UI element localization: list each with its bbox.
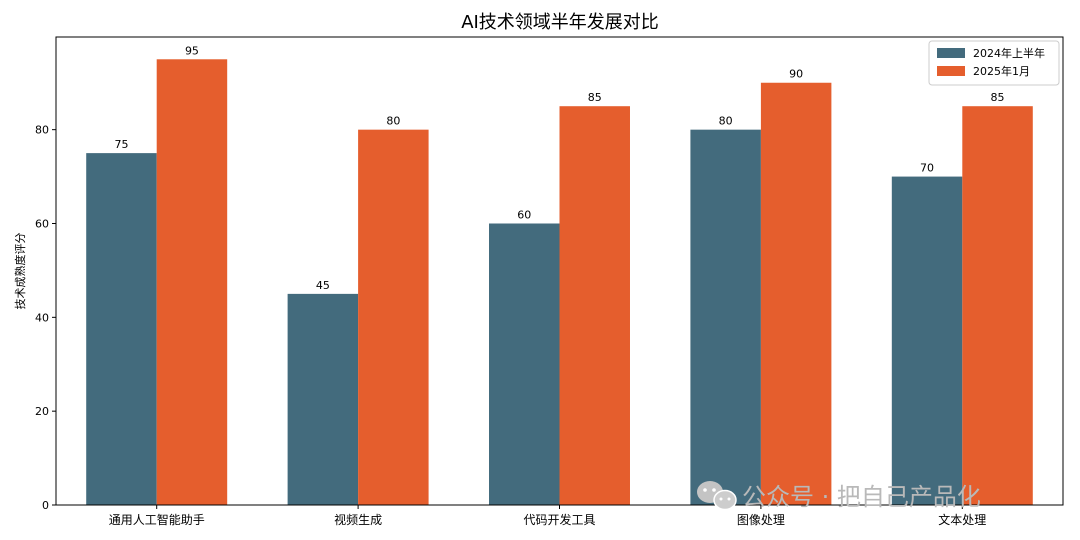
data-label: 80: [719, 115, 733, 128]
data-label: 45: [316, 279, 330, 292]
data-label: 60: [517, 208, 531, 221]
bar-1-4: [690, 129, 761, 505]
x-tick-label: 图像处理: [737, 513, 785, 527]
wechat-icon: [697, 481, 737, 511]
legend-swatch: [937, 48, 965, 58]
y-axis-label: 技术成熟度评分: [13, 233, 27, 310]
y-tick-label: 80: [35, 124, 49, 137]
bar-1-1: [86, 153, 157, 505]
watermark-text: 公众号 · 把自己产品化: [742, 483, 981, 511]
y-tick-label: 40: [35, 311, 49, 324]
x-tick-label: 视频生成: [334, 512, 382, 527]
chart-title: AI技术领域半年发展对比: [461, 12, 659, 33]
legend-label: 2024年上半年: [973, 46, 1045, 60]
x-tick-label: 通用人工智能助手: [109, 512, 205, 527]
bar-1-2: [287, 293, 359, 505]
legend-label: 2025年1月: [973, 64, 1030, 78]
bar-2-3: [559, 106, 630, 506]
watermark: 公众号 · 把自己产品化: [697, 481, 981, 511]
plot-area: 75 45 60 80 70 95 80 85 90 85 0 20 40 60 80 通用人工智能助手 视频生…: [35, 36, 1064, 527]
bar-1-3: [489, 223, 560, 505]
data-label: 80: [386, 115, 400, 128]
bar-2-4: [760, 82, 832, 506]
data-label: 85: [991, 91, 1005, 104]
y-tick-label: 20: [35, 405, 49, 418]
bar-2-5: [962, 106, 1033, 506]
bar-2-2: [358, 129, 429, 505]
data-label: 85: [588, 91, 602, 104]
bar-1-5: [891, 176, 963, 505]
x-tick-label: 文本处理: [938, 512, 986, 527]
data-label: 70: [920, 162, 934, 175]
x-tick-label: 代码开发工具: [523, 512, 595, 527]
data-label: 75: [114, 138, 128, 151]
data-label: 95: [185, 44, 199, 57]
bar-2-1: [156, 59, 228, 506]
legend-swatch: [937, 66, 965, 76]
y-tick-label: 0: [42, 499, 49, 512]
y-tick-label: 60: [35, 217, 49, 230]
data-label: 90: [789, 68, 803, 81]
